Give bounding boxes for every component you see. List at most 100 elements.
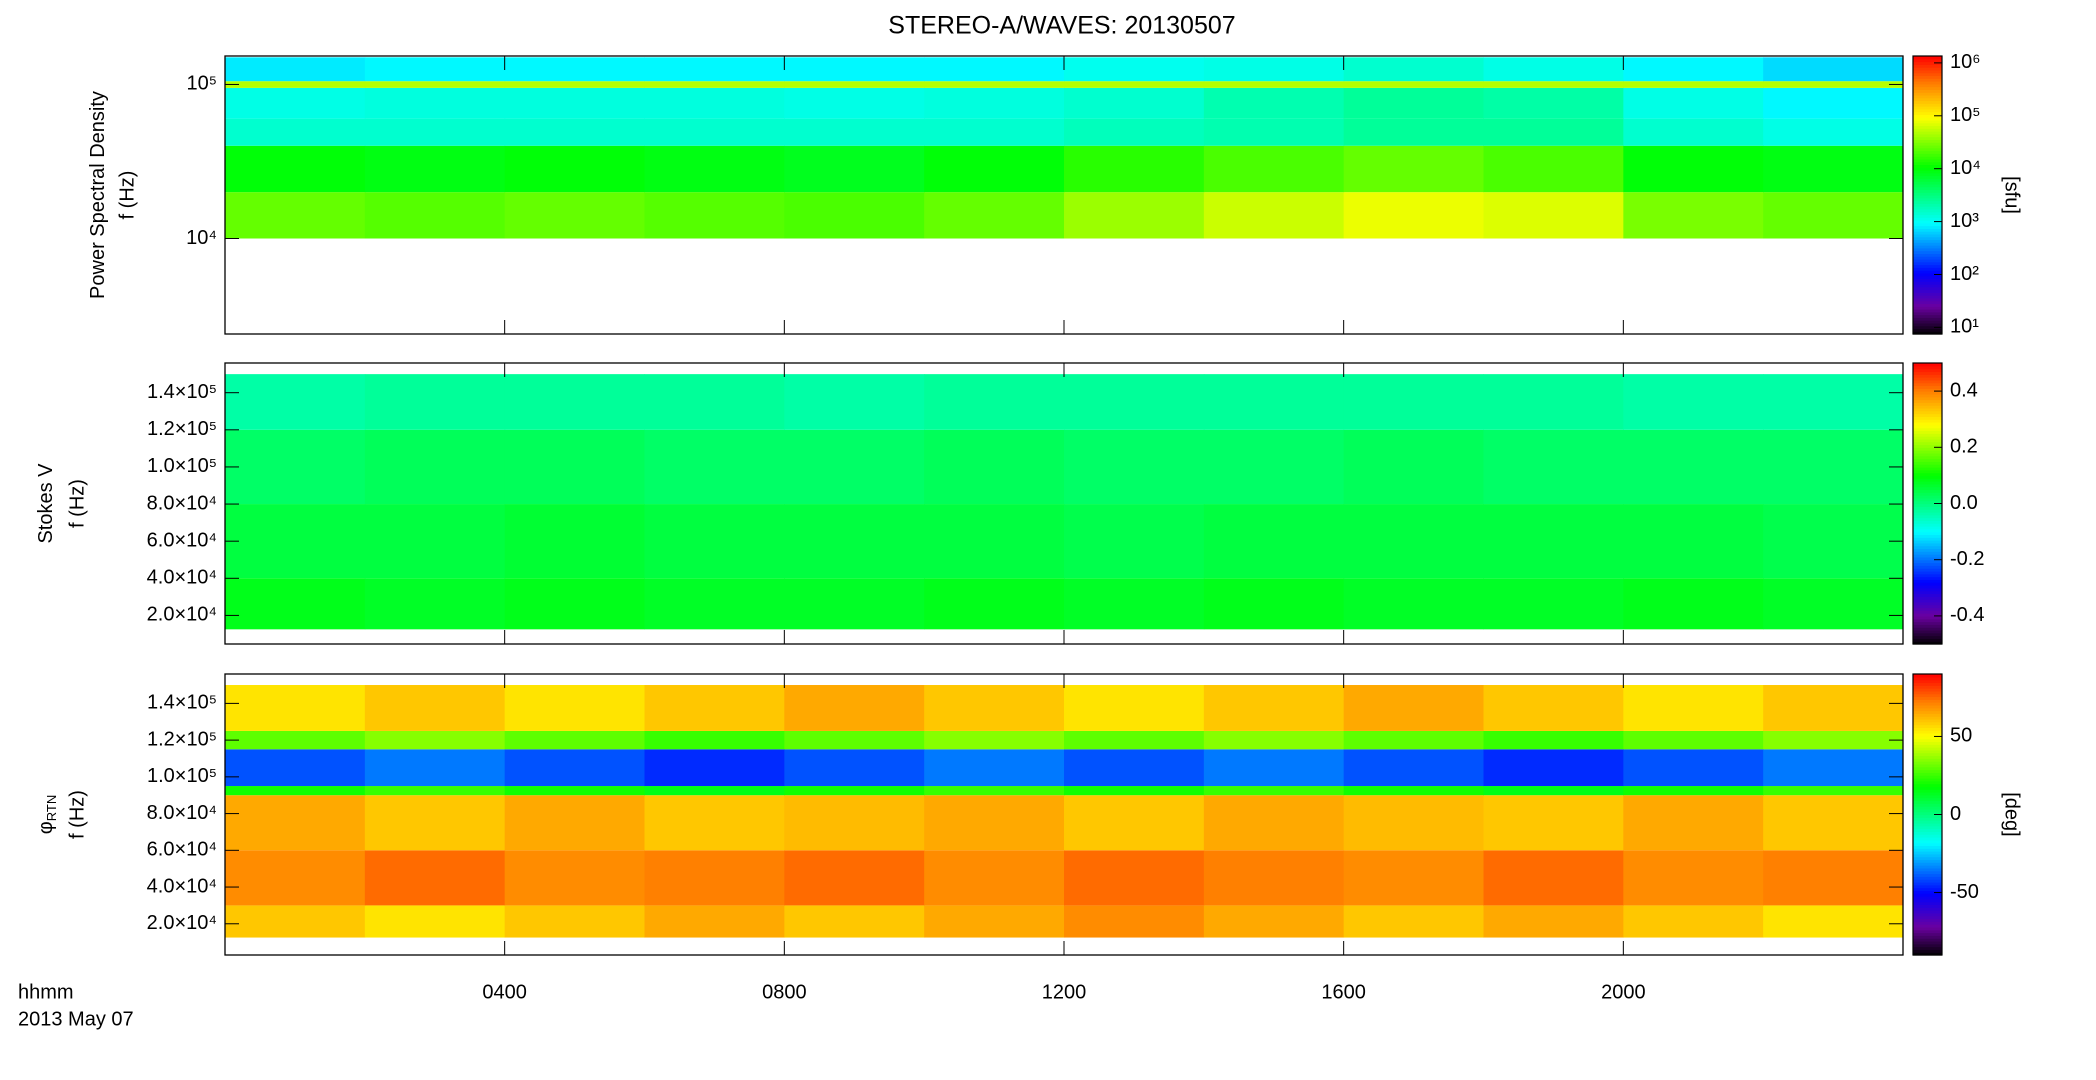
heat-cell <box>1203 786 1345 796</box>
heat-cell <box>644 192 785 239</box>
colorbar-swatch <box>1913 427 1942 432</box>
colorbar-swatch <box>1913 103 1942 107</box>
colorbar-tick-label: 10⁵ <box>1950 104 1981 126</box>
heat-cell <box>1483 850 1624 906</box>
heat-cell <box>1623 57 1764 82</box>
heat-cell <box>924 850 1065 906</box>
colorbar-tick-label: -50 <box>1950 881 1979 903</box>
colorbar-swatch <box>1913 862 1942 866</box>
colorbar-swatch <box>1913 898 1942 903</box>
colorbar-swatch <box>1913 308 1942 313</box>
colorbar-swatch <box>1913 158 1942 163</box>
colorbar-swatch <box>1913 178 1942 182</box>
colorbar-swatch <box>1913 231 1942 235</box>
colorbar-tick-label: 10⁴ <box>1950 157 1981 179</box>
colorbar-swatch <box>1913 525 1942 530</box>
colorbar-swatch <box>1913 75 1942 79</box>
heat-cell <box>1203 905 1345 938</box>
heat-cell <box>784 81 925 88</box>
colorbar-swatch <box>1913 907 1942 911</box>
colorbar-swatch <box>1913 912 1942 917</box>
colorbar-swatch <box>1913 713 1942 717</box>
colorbar-swatch <box>1913 949 1942 953</box>
heat-cell <box>1203 81 1345 88</box>
x-tick-label: 0800 <box>762 981 807 1003</box>
colorbar-swatch <box>1913 607 1942 611</box>
heat-cell <box>504 118 645 146</box>
colorbar-swatch <box>1913 441 1942 446</box>
colorbar-swatch <box>1913 794 1942 799</box>
x-axis-label: hhmm <box>18 981 74 1003</box>
heat-cell <box>1483 905 1624 938</box>
heat-cell <box>1203 374 1345 430</box>
colorbar-swatch <box>1913 211 1942 216</box>
colorbar-swatch <box>1913 506 1942 510</box>
colorbar-swatch <box>1913 775 1942 779</box>
heat-cell <box>1203 685 1345 731</box>
colorbar-swatch <box>1913 820 1942 824</box>
colorbar-swatch <box>1913 413 1942 417</box>
colorbar-swatch <box>1913 424 1942 429</box>
colorbar-swatch <box>1913 766 1942 771</box>
heat-cell <box>225 578 366 630</box>
heat-cell <box>644 850 785 906</box>
heat-cell <box>364 87 506 119</box>
colorbar-swatch <box>1913 777 1942 782</box>
colorbar-swatch <box>1913 186 1942 191</box>
colorbar-swatch <box>1913 97 1942 102</box>
colorbar-swatch <box>1913 256 1942 260</box>
heat-cell <box>504 905 645 938</box>
colorbar-swatch <box>1913 747 1942 751</box>
colorbar-swatch <box>1913 281 1942 285</box>
colorbar-swatch <box>1913 629 1942 634</box>
heat-cell <box>1064 87 1205 119</box>
heat-cell <box>1763 850 1904 906</box>
heat-cell <box>1343 850 1484 906</box>
heat-cell <box>1623 905 1764 938</box>
heat-cell <box>225 81 366 88</box>
heat-cell <box>1203 730 1345 750</box>
heat-cell <box>1343 749 1484 787</box>
heat-cell <box>924 57 1065 82</box>
heat-cell <box>504 504 645 579</box>
colorbar-swatch <box>1913 876 1942 880</box>
heat-cell <box>364 685 506 731</box>
colorbar-swatch <box>1913 910 1942 914</box>
heat-cell <box>1483 578 1624 630</box>
heat-cell <box>1064 850 1205 906</box>
heat-cell <box>504 685 645 731</box>
colorbar-swatch <box>1913 921 1942 925</box>
heat-cell <box>784 429 925 505</box>
heat-cell <box>504 795 645 851</box>
heat-cell <box>924 429 1065 505</box>
heat-cell <box>364 81 506 88</box>
colorbar-swatch <box>1913 587 1942 592</box>
heat-cell <box>1483 730 1624 750</box>
colorbar-swatch <box>1913 83 1942 88</box>
colorbar-swatch <box>1913 117 1942 121</box>
date-label: 2013 May 07 <box>18 1008 134 1030</box>
heat-cell <box>1343 905 1484 938</box>
colorbar-swatch <box>1913 317 1942 321</box>
colorbar-swatch <box>1913 789 1942 793</box>
heat-cell <box>784 87 925 119</box>
heat-cell <box>225 905 366 938</box>
colorbar-swatch <box>1913 481 1942 485</box>
colorbar-swatch <box>1913 579 1942 583</box>
colorbar-swatch <box>1913 570 1942 575</box>
colorbar-swatch <box>1913 492 1942 496</box>
colorbar-swatch <box>1913 172 1942 177</box>
colorbar-swatch <box>1913 582 1942 586</box>
heat-cell <box>225 118 366 146</box>
heat-cell <box>644 730 785 750</box>
colorbar-swatch <box>1913 125 1942 129</box>
heat-cell <box>1064 685 1205 731</box>
heat-cell <box>924 192 1065 239</box>
heat-cell <box>225 87 366 119</box>
colorbar-swatch <box>1913 940 1942 945</box>
colorbar-swatch <box>1913 483 1942 488</box>
colorbar-swatch <box>1913 100 1942 104</box>
heat-cell <box>1623 795 1764 851</box>
heat-cell <box>1064 57 1205 82</box>
heat-cell <box>1483 374 1624 430</box>
